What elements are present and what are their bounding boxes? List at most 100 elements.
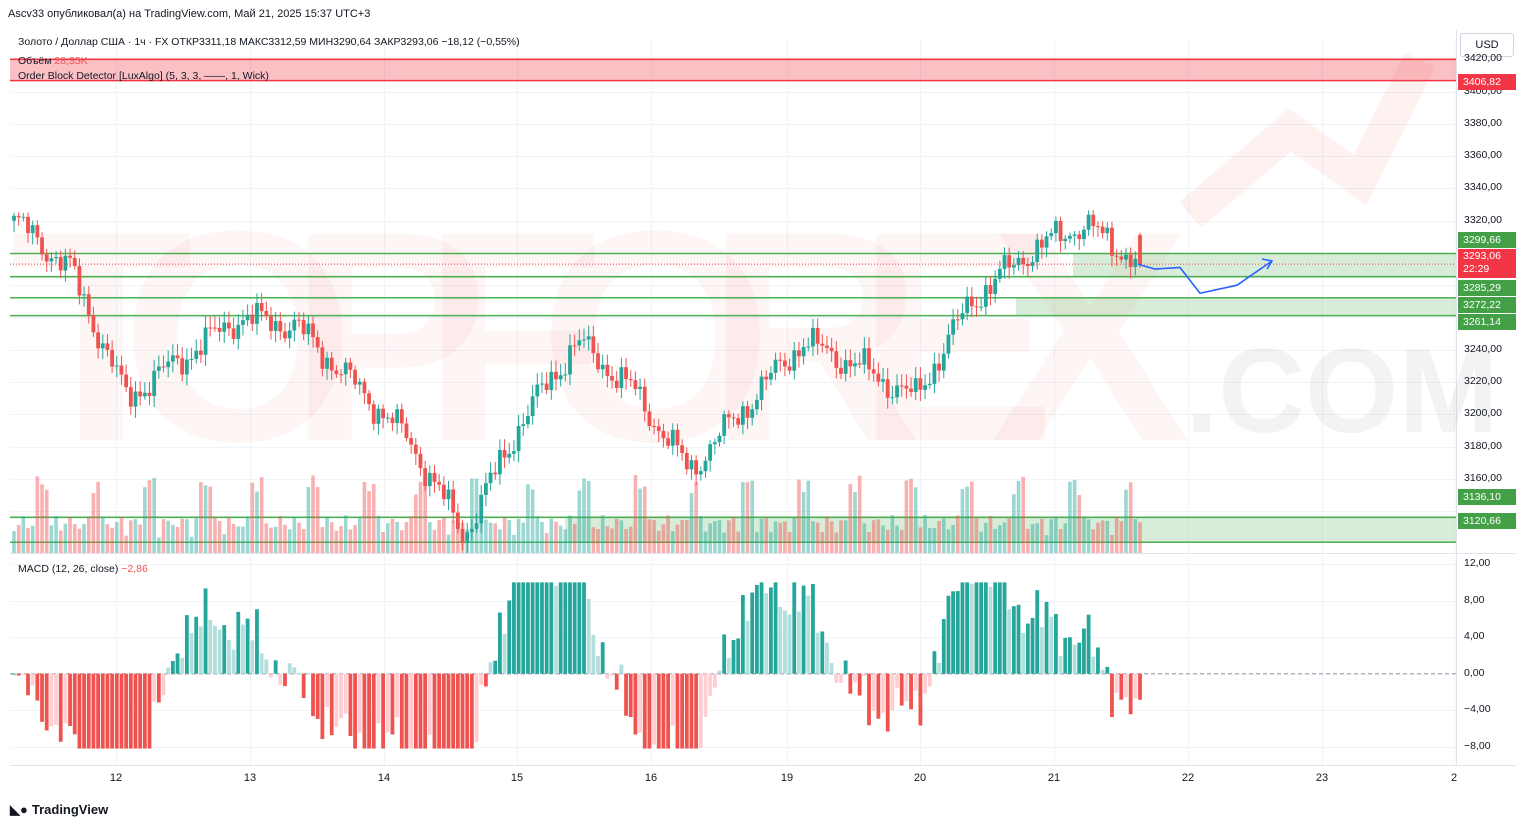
volume-bar (306, 487, 311, 553)
volume-bar (1091, 529, 1096, 553)
candle-body (26, 216, 30, 234)
volume-bar (133, 519, 138, 553)
macd-histogram-bar (736, 638, 741, 674)
macd-histogram-bar (100, 673, 105, 749)
publisher-line: Ascv33 опубликовал(а) на TradingView.com… (8, 8, 371, 20)
price-label-box: 3299,66 (1458, 232, 1516, 248)
symbol-line[interactable]: Золото / Доллар США · 1ч · FX ОТКР3311,1… (18, 36, 520, 48)
tradingview-logo[interactable]: ◣● TradingView (10, 802, 108, 818)
volume-legend[interactable]: Объём 28,35K (18, 55, 88, 67)
candle-body (965, 296, 970, 314)
macd-histogram-bar (983, 582, 988, 674)
macd-histogram-bar (1077, 642, 1082, 674)
time-tick: 2 (1450, 772, 1458, 784)
price-tick: 3360,00 (1464, 149, 1502, 162)
macd-histogram-bar (1025, 623, 1030, 674)
volume-bar (764, 518, 769, 553)
volume-bar (540, 521, 544, 553)
candle-body (983, 285, 988, 307)
candle-body (479, 494, 484, 524)
candle-body (245, 314, 250, 321)
candle-body (783, 360, 787, 367)
volume-bar (208, 486, 213, 553)
candle-body (1138, 234, 1142, 265)
macd-histogram-bar (787, 614, 792, 674)
candle-body (465, 532, 470, 542)
macd-histogram-bar (217, 629, 222, 674)
volume-bar (848, 483, 853, 553)
volume-bar (913, 487, 918, 553)
candle-body (932, 363, 937, 384)
currency-selector[interactable]: USD (1460, 33, 1514, 57)
candle-body (540, 383, 544, 385)
macd-histogram-bar (119, 673, 124, 749)
macd-histogram-bar (932, 651, 937, 674)
macd-histogram-bar (12, 673, 16, 675)
projection-path (1137, 260, 1273, 295)
macd-histogram-bar (250, 640, 255, 674)
candle-body (381, 408, 386, 419)
volume-bar (77, 528, 82, 553)
macd-legend[interactable]: MACD (12, 26, close) −2,86 (18, 563, 148, 575)
candle-body (1011, 265, 1016, 268)
candle-body (535, 384, 540, 397)
volume-bar (493, 523, 498, 553)
candle-body (105, 343, 110, 350)
macd-histogram-bar (142, 673, 147, 749)
volume-bar (577, 490, 582, 553)
volume-bar (21, 516, 26, 553)
volume-bar (26, 528, 30, 553)
volume-bar (998, 525, 1002, 553)
macd-histogram-bar (965, 582, 970, 674)
candle-body (997, 268, 1002, 279)
macd-histogram-bar (941, 618, 946, 674)
macd-histogram-bar (1011, 606, 1016, 674)
macd-histogram-bar (974, 582, 979, 674)
volume-bar (320, 527, 325, 553)
volume-bar (839, 520, 843, 553)
macd-histogram-bar (1021, 632, 1026, 674)
volume-bar (563, 529, 568, 553)
volume-bar (40, 484, 44, 553)
order-block-legend[interactable]: Order Block Detector [LuxAlgo] (5, 3, 3,… (18, 70, 269, 82)
volume-bar (778, 522, 783, 553)
macd-label: MACD (12, 26, close) (18, 563, 119, 575)
price-label-box: 3285,29 (1458, 280, 1516, 296)
macd-histogram-bar (292, 667, 297, 674)
candle-body (119, 365, 124, 375)
candle-body (488, 472, 493, 484)
macd-histogram-bar (951, 591, 956, 674)
macd-tick: −4,00 (1464, 703, 1491, 716)
macd-histogram-bar (96, 673, 100, 749)
macd-histogram-bar (610, 673, 614, 676)
watermark-arrow (1178, 52, 1436, 228)
macd-histogram-bar (670, 673, 675, 726)
candle-body (498, 450, 502, 475)
candle-body (54, 257, 58, 259)
candle-body (339, 374, 343, 376)
countdown-value: 22:29 (1463, 263, 1490, 275)
candle-body (825, 345, 829, 348)
candle-body (923, 385, 927, 390)
volume-bar (259, 477, 264, 553)
macd-histogram-bar (1096, 647, 1100, 674)
macd-histogram-bar (367, 673, 371, 749)
volume-bar (86, 516, 91, 553)
macd-histogram-bar (726, 658, 731, 674)
macd-histogram-bar (862, 673, 867, 676)
candle-body (49, 258, 54, 262)
candle-body (469, 528, 474, 533)
volume-bar (1105, 520, 1110, 553)
volume-bar (1072, 479, 1077, 553)
macd-histogram-bar (1058, 656, 1063, 674)
price-tick: 3160,00 (1464, 471, 1502, 484)
time-tick: 13 (243, 772, 257, 784)
macd-histogram-bar (451, 673, 456, 749)
volume-bar (652, 520, 656, 553)
macd-histogram-bar (343, 673, 348, 714)
candle-body (194, 350, 199, 359)
candle-body (217, 327, 222, 332)
candle-body (483, 483, 488, 495)
